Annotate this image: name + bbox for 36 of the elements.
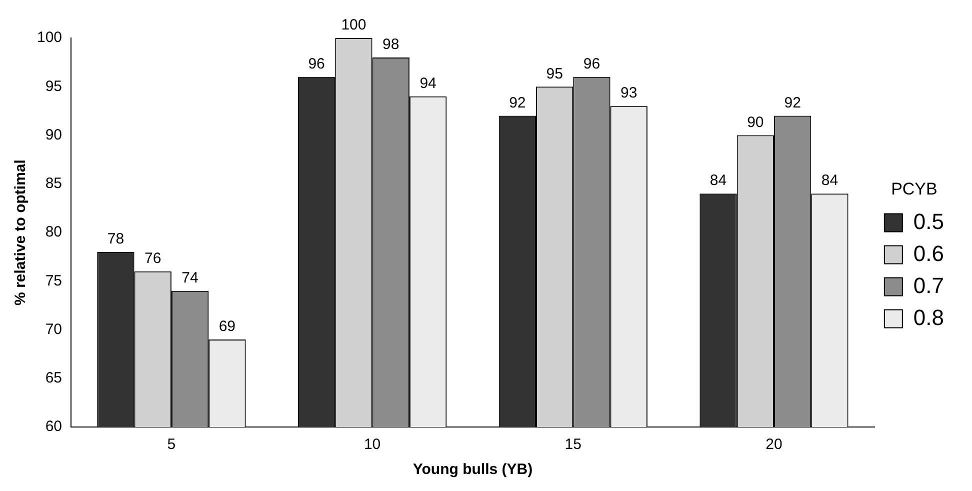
data-label: 100 — [341, 16, 366, 34]
data-label: 69 — [218, 318, 236, 336]
data-label: 95 — [546, 65, 563, 82]
y-tick-label: 100 — [36, 29, 62, 46]
y-tick-label: 65 — [45, 370, 62, 387]
y-tick-label: 75 — [45, 272, 62, 290]
y-tick-label: 95 — [45, 78, 62, 95]
data-label: 74 — [182, 269, 198, 286]
y-tick-label: 70 — [45, 320, 62, 338]
y-tick-label: 80 — [45, 224, 62, 241]
legend-label: 0.7 — [913, 272, 944, 298]
y-tick-label: 85 — [45, 175, 62, 192]
data-label: 90 — [747, 114, 764, 131]
data-label: 76 — [144, 250, 162, 268]
x-tick-label: 5 — [167, 436, 176, 454]
x-axis-title: Young bulls (YB) — [412, 461, 533, 478]
legend-label: 0.8 — [913, 304, 944, 330]
x-tick-label: 15 — [564, 436, 582, 454]
data-label: 98 — [382, 36, 400, 54]
data-label: 96 — [308, 56, 325, 73]
x-tick-label: 20 — [766, 436, 782, 454]
y-tick-label: 90 — [45, 126, 62, 144]
legend-label: 0.6 — [913, 240, 944, 266]
x-tick-label: 10 — [364, 436, 381, 454]
legend-label: 0.5 — [913, 208, 944, 234]
data-label: 84 — [821, 172, 838, 190]
legend-title: PCYB — [891, 179, 938, 198]
data-label: 84 — [710, 172, 727, 190]
data-label: 96 — [583, 56, 600, 73]
data-label: 93 — [620, 84, 638, 102]
y-axis-title: % relative to optimal — [12, 160, 30, 306]
y-tick-label: 60 — [45, 418, 62, 436]
data-label: 92 — [509, 94, 526, 112]
data-label: 94 — [420, 74, 436, 92]
data-label: 78 — [107, 230, 124, 248]
data-label: 92 — [784, 94, 801, 112]
